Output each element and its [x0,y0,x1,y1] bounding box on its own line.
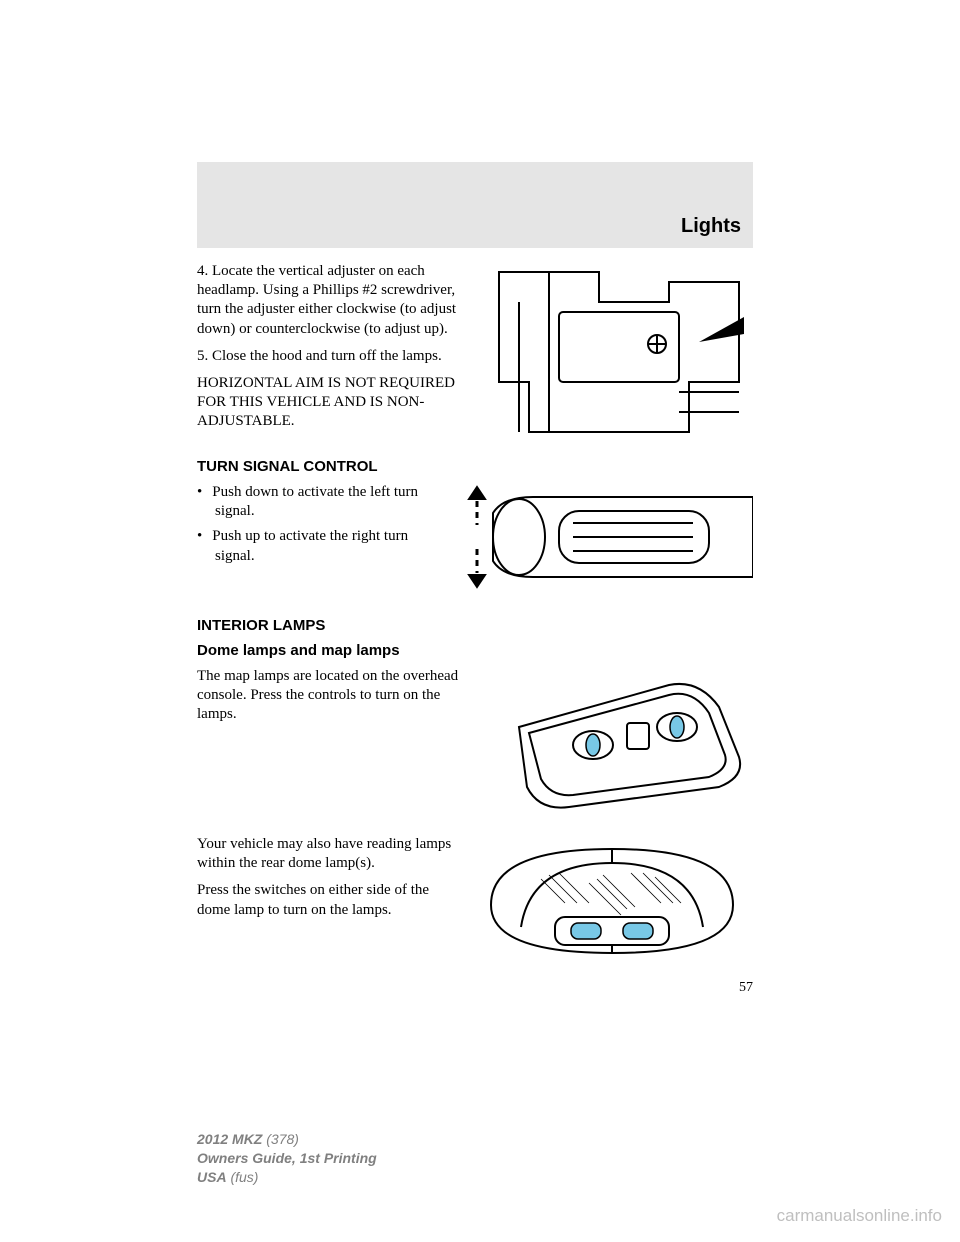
heading-turn-signal: TURN SIGNAL CONTROL [197,458,753,475]
figure-rear-dome-lamp [471,835,753,959]
bullet-right-signal: Push up to activate the right turn signa… [197,527,447,565]
col-text-step4: 4. Locate the vertical adjuster on each … [197,262,459,444]
footer: 2012 MKZ (378) Owners Guide, 1st Printin… [197,1130,377,1187]
row-turn-signal: Push down to activate the left turn sign… [197,483,753,591]
header-band: Lights [197,162,753,248]
footer-code: (378) [266,1131,299,1147]
col-fig-stalk [463,483,753,591]
col-fig-console [475,667,753,817]
col-text-console: The map lamps are located on the overhea… [197,667,459,817]
footer-region: USA [197,1169,227,1185]
console-text: The map lamps are located on the overhea… [197,667,459,725]
col-text-dome: Your vehicle may also have reading lamps… [197,835,455,959]
step4-text: 4. Locate the vertical adjuster on each … [197,262,459,339]
col-fig-headlamp [475,262,753,444]
row-console: The map lamps are located on the overhea… [197,667,753,817]
figure-overhead-console [489,667,753,817]
row-step4: 4. Locate the vertical adjuster on each … [197,262,753,444]
horiz-note: HORIZONTAL AIM IS NOT REQUIRED FOR THIS … [197,374,459,432]
dome-text-2: Press the switches on either side of the… [197,881,455,919]
bullet-left-signal: Push down to activate the left turn sign… [197,483,447,521]
subheading-dome-map: Dome lamps and map lamps [197,642,753,659]
footer-model: 2012 MKZ [197,1131,262,1147]
heading-interior-lamps: INTERIOR LAMPS [197,617,753,634]
turn-signal-bullets: Push down to activate the left turn sign… [197,483,447,566]
page-title: Lights [681,215,741,238]
footer-suffix: (fus) [230,1169,258,1185]
dome-text-1: Your vehicle may also have reading lamps… [197,835,455,873]
col-text-turn-signal: Push down to activate the left turn sign… [197,483,447,591]
page-number: 57 [739,980,753,996]
figure-turn-signal-stalk [463,483,753,591]
watermark: carmanualsonline.info [777,1206,942,1226]
col-fig-dome [471,835,753,959]
figure-headlamp-adjuster [489,262,753,444]
footer-line-2: Owners Guide, 1st Printing [197,1149,377,1168]
row-dome: Your vehicle may also have reading lamps… [197,835,753,959]
footer-line-1: 2012 MKZ (378) [197,1130,377,1149]
footer-line-3: USA (fus) [197,1168,377,1187]
page-content: 4. Locate the vertical adjuster on each … [197,262,753,973]
step5-text: 5. Close the hood and turn off the lamps… [197,347,459,366]
